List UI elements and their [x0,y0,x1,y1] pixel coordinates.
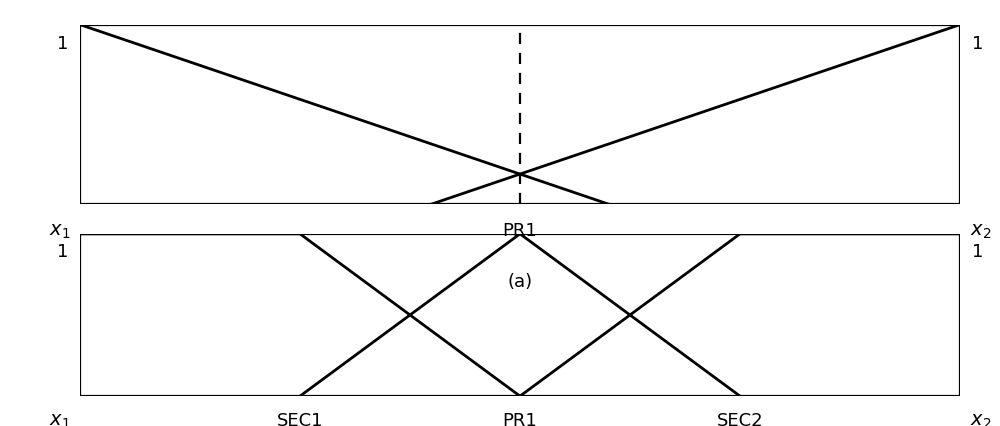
Text: PR1: PR1 [503,222,537,239]
Text: 1: 1 [972,35,983,52]
Text: PR1: PR1 [503,411,537,426]
Text: SEC1: SEC1 [277,411,323,426]
Text: $x_1$: $x_1$ [49,411,70,426]
Text: $x_1$: $x_1$ [49,222,70,240]
Text: 1: 1 [57,242,68,260]
Text: (a): (a) [507,273,533,291]
Text: 1: 1 [972,242,983,260]
Text: SEC2: SEC2 [717,411,763,426]
Text: 1: 1 [57,35,68,52]
Text: $x_2$: $x_2$ [970,222,991,240]
Text: $x_2$: $x_2$ [970,411,991,426]
